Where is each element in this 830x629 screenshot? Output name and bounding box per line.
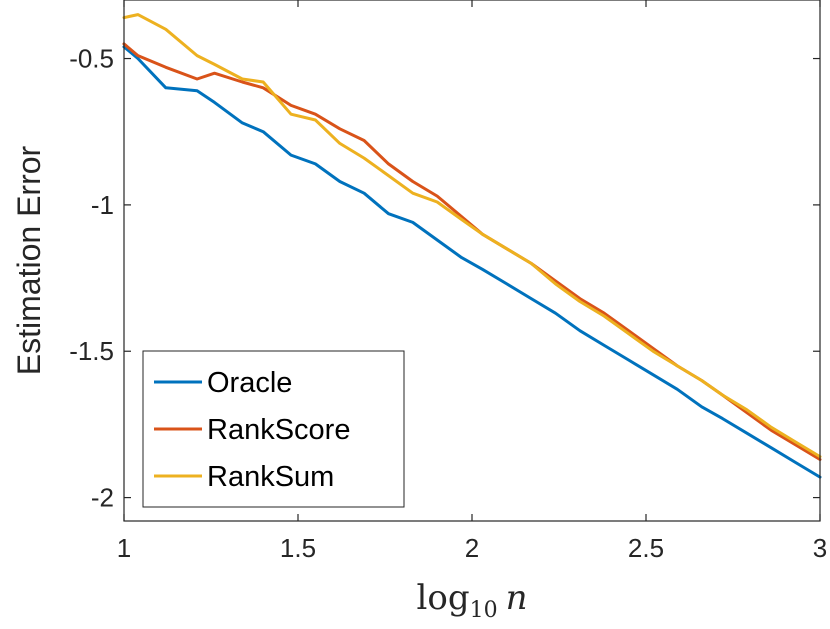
legend: Oracle RankScore RankSum bbox=[142, 350, 405, 508]
x-tick-label: 3 bbox=[813, 533, 827, 563]
x-axis-title-base: log bbox=[416, 578, 469, 618]
x-tick-label: 2 bbox=[465, 533, 479, 563]
series-line-ranksum bbox=[122, 13, 822, 459]
y-tick-label: -2 bbox=[91, 483, 114, 513]
y-axis-title: Estimation Error bbox=[11, 145, 47, 375]
y-tick-label: -1.5 bbox=[69, 336, 114, 366]
x-tick-label: 1.5 bbox=[280, 533, 316, 563]
legend-label-rankscore: RankScore bbox=[207, 414, 350, 446]
legend-label-oracle: Oracle bbox=[207, 367, 292, 399]
y-tick-label: -0.5 bbox=[69, 44, 114, 74]
x-axis-title-variable: n bbox=[506, 578, 528, 618]
x-axis-title-subscript: 10 bbox=[470, 598, 498, 623]
series-line-oracle bbox=[122, 45, 822, 479]
y-tick-label: -1 bbox=[91, 190, 114, 220]
x-tick-label: 1 bbox=[117, 533, 131, 563]
x-tick-label: 2.5 bbox=[628, 533, 664, 563]
tick-layer: 1 1.5 2 2.5 3 -2 -1.5 -1 -0.5 bbox=[69, 0, 827, 563]
x-axis-title: log10 n bbox=[416, 578, 527, 623]
series-layer bbox=[122, 13, 822, 479]
legend-label-ranksum: RankSum bbox=[207, 461, 334, 493]
